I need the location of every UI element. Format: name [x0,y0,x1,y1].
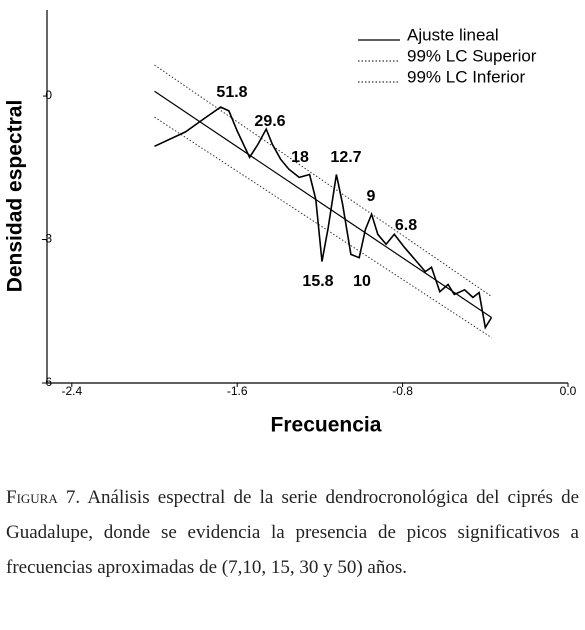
caption-label: Figura 7. [6,487,81,508]
x-axis-title: Frecuencia [271,414,382,437]
peak-label: 12.7 [330,149,361,166]
x-tick-label: -1.6 [227,384,248,398]
x-tick-label: 0.0 [560,384,577,398]
peak-label: 9 [367,188,376,205]
peak-label: 6.8 [395,217,417,234]
y-tick-label: 0 [45,88,52,102]
x-tick-label: -0.8 [392,384,413,398]
legend-label: Ajuste lineal [407,25,499,44]
figure-caption: Figura 7. Análisis espectral de la serie… [6,480,579,585]
peak-label: 18 [291,149,309,166]
y-tick-label: -6 [41,375,52,389]
fit-line [154,116,492,339]
x-tick-label: -2.4 [61,384,82,398]
y-tick-label: -3 [41,232,52,246]
caption-text: Análisis espectral de la serie dendrocro… [6,487,580,578]
spectrum-line [154,106,493,330]
chart: Frecuencia Densidad espectral -2.4 -1.6 -0… [4,10,577,437]
peak-label: 29.6 [254,113,285,130]
legend-label: 99% LC Inferior [407,67,525,86]
peak-label: 51.8 [216,84,247,101]
peak-label: 15.8 [302,273,333,290]
fit-line [154,64,492,297]
y-axis-title: Densidad espectral [4,100,27,293]
peak-label: 10 [353,273,371,290]
legend-label: 99% LC Superior [407,46,537,65]
